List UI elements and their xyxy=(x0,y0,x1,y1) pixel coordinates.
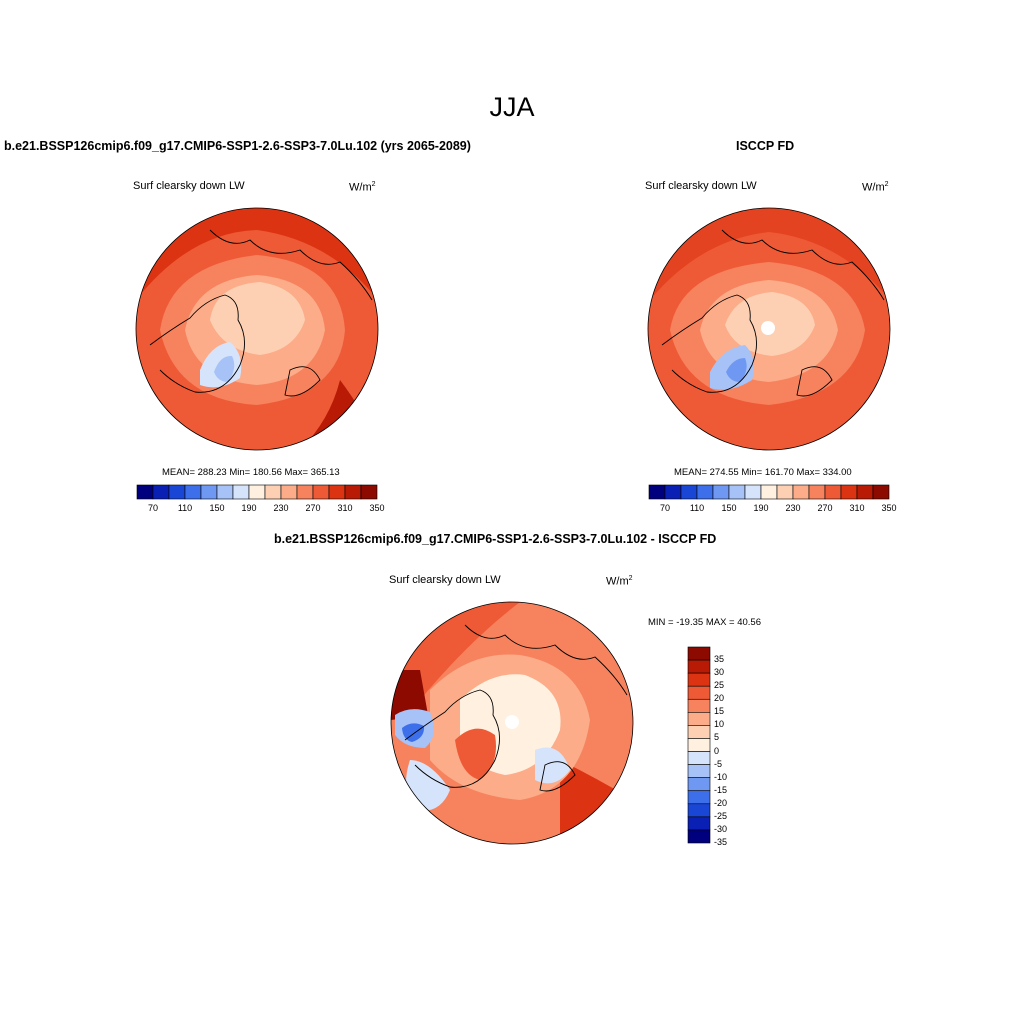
panel1-stats: MEAN= 288.23 Min= 180.56 Max= 365.13 xyxy=(162,467,340,478)
panel2-colorbar xyxy=(648,484,890,500)
colorbar-tick-label: 110 xyxy=(689,503,705,513)
colorbar-tick-label: 270 xyxy=(305,503,321,513)
colorbar-tick-label: 190 xyxy=(753,503,769,513)
panel1-title: b.e21.BSSP126cmip6.f09_g17.CMIP6-SSP1-2.… xyxy=(4,139,471,153)
colorbar-swatch xyxy=(687,816,711,831)
colorbar-swatch xyxy=(687,659,711,674)
colorbar-tick-label: 10 xyxy=(714,719,725,730)
colorbar-tick-label: -30 xyxy=(714,823,728,834)
colorbar-swatch xyxy=(687,751,711,765)
colorbar-swatch xyxy=(687,712,711,726)
colorbar-tick-label: -5 xyxy=(714,758,723,769)
panel3-variable-label: Surf clearsky down LW xyxy=(389,574,501,586)
colorbar-tick-label: 15 xyxy=(714,706,725,717)
colorbar-tick-label: 350 xyxy=(881,503,897,513)
colorbar-tick-label: 20 xyxy=(714,693,725,704)
panel3-units: W/m2 xyxy=(606,575,633,588)
colorbar-tick-label: -15 xyxy=(714,784,728,795)
colorbar-swatch xyxy=(360,484,378,500)
colorbar-tick-label: 310 xyxy=(337,503,353,513)
colorbar-tick-label: 70 xyxy=(147,503,158,513)
colorbar-tick-label: 0 xyxy=(714,745,720,756)
colorbar-swatch xyxy=(687,777,711,792)
colorbar-swatch xyxy=(687,698,711,713)
colorbar-swatch xyxy=(687,646,711,661)
colorbar-swatch xyxy=(687,790,711,805)
panel3-stats: MIN = -19.35 MAX = 40.56 xyxy=(648,617,762,628)
colorbar-swatch xyxy=(687,764,711,778)
panel1-variable-label: Surf clearsky down LW xyxy=(133,180,245,192)
colorbar-tick-label: 5 xyxy=(714,732,720,743)
colorbar-tick-label: 310 xyxy=(849,503,865,513)
colorbar-swatch xyxy=(687,829,711,844)
colorbar-tick-label: -10 xyxy=(714,771,728,782)
colorbar-tick-label: 230 xyxy=(785,503,801,513)
colorbar-tick-label: 35 xyxy=(714,654,725,665)
panel3-colorbar xyxy=(687,646,711,844)
panel3-title: b.e21.BSSP126cmip6.f09_g17.CMIP6-SSP1-2.… xyxy=(274,532,717,546)
panel1-units: W/m2 xyxy=(349,181,376,194)
colorbar-tick-label: 270 xyxy=(817,503,833,513)
colorbar-tick-label: 150 xyxy=(209,503,225,513)
colorbar-swatch xyxy=(687,672,711,687)
colorbar-tick-label: -25 xyxy=(714,810,728,821)
panel1-colorbar xyxy=(136,484,378,500)
panel3-colorbar-labels: 35 30 25 20 15 10 5 0 -5 -10 -15 -20 -25 -30 -35 xyxy=(714,647,754,847)
panel2-units: W/m2 xyxy=(862,181,889,194)
colorbar-swatch xyxy=(687,803,711,818)
panel2-stats: MEAN= 274.55 Min= 161.70 Max= 334.00 xyxy=(674,467,852,478)
panel2-colorbar-labels: 70 110 150 190 230 270 310 350 xyxy=(649,503,897,515)
colorbar-tick-label: 25 xyxy=(714,680,725,691)
colorbar-tick-label: 350 xyxy=(369,503,385,513)
colorbar-tick-label: -20 xyxy=(714,797,728,808)
colorbar-tick-label: 190 xyxy=(241,503,257,513)
colorbar-tick-label: 70 xyxy=(659,503,670,513)
colorbar-tick-label: -35 xyxy=(714,837,728,847)
colorbar-tick-label: 230 xyxy=(273,503,289,513)
panel1-colorbar-labels: 70 110 150 190 230 270 310 350 xyxy=(137,503,385,515)
panel2-variable-label: Surf clearsky down LW xyxy=(645,180,757,192)
colorbar-tick-label: 110 xyxy=(177,503,193,513)
colorbar-swatch xyxy=(687,685,711,700)
colorbar-swatch xyxy=(687,725,711,739)
main-title: JJA xyxy=(489,92,535,122)
colorbar-swatch xyxy=(687,738,711,752)
panel2-title: ISCCP FD xyxy=(736,139,795,153)
colorbar-tick-label: 150 xyxy=(721,503,737,513)
colorbar-swatch xyxy=(872,484,890,500)
colorbar-tick-label: 30 xyxy=(714,667,725,678)
